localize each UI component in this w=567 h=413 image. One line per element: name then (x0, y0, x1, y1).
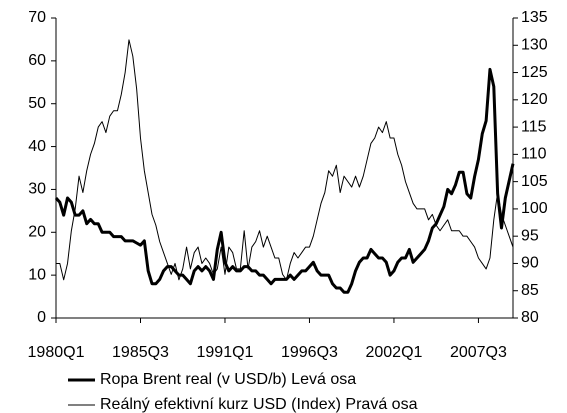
legend-label: Reálný efektivní kurz USD (Index) Pravá … (100, 396, 418, 413)
y-tick-label: 40 (28, 138, 46, 155)
y2-tick-label: 130 (521, 36, 548, 53)
legend-label: Ropa Brent real (v USD/b) Levá osa (100, 371, 356, 388)
series-line (54, 67, 515, 294)
y2-tick-label: 85 (521, 282, 539, 299)
y-tick-label: 70 (28, 9, 46, 26)
x-tick-label: 2002Q1 (365, 344, 422, 361)
y-tick-label: 10 (28, 266, 46, 283)
y2-tick-label: 120 (521, 91, 548, 108)
y2-tick-label: 110 (521, 146, 547, 163)
x-tick-label: 1980Q1 (28, 344, 85, 361)
y2-tick-label: 80 (521, 309, 539, 326)
x-tick-label: 1996Q3 (281, 344, 338, 361)
x-tick-label: 1991Q1 (197, 344, 254, 361)
y2-tick-label: 135 (521, 9, 548, 26)
y-tick-label: 60 (28, 52, 46, 69)
series-line (56, 39, 514, 281)
x-tick-label: 2007Q3 (450, 344, 507, 361)
y-tick-label: 30 (28, 181, 46, 198)
y-tick-label: 20 (28, 224, 46, 241)
y2-tick-label: 100 (521, 200, 548, 217)
y2-tick-label: 125 (521, 64, 548, 81)
y2-tick-label: 90 (521, 255, 539, 272)
y-tick-label: 0 (37, 309, 46, 326)
x-tick-label: 1985Q3 (112, 344, 169, 361)
y2-tick-label: 95 (521, 227, 539, 244)
y2-tick-label: 105 (521, 173, 548, 190)
y-tick-label: 50 (28, 95, 46, 112)
y2-tick-label: 115 (521, 118, 547, 135)
